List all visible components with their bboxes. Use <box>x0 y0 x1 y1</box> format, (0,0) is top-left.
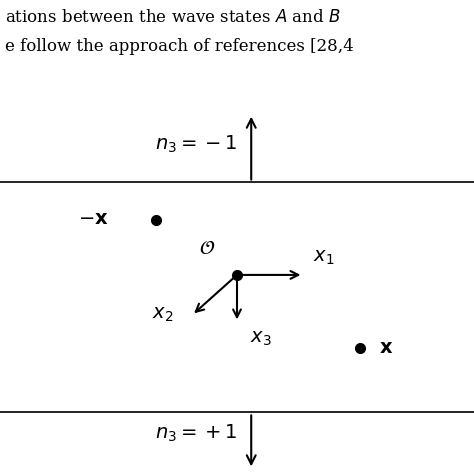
Text: $-\mathbf{x}$: $-\mathbf{x}$ <box>78 210 109 228</box>
Text: $n_3 = -1$: $n_3 = -1$ <box>155 134 237 155</box>
Text: $\mathbf{x}$: $\mathbf{x}$ <box>379 339 393 357</box>
Text: ations between the wave states $A$ and $B$: ations between the wave states $A$ and $… <box>5 9 340 27</box>
Text: $\mathcal{O}$: $\mathcal{O}$ <box>200 239 216 258</box>
Text: e follow the approach of references [28,4: e follow the approach of references [28,… <box>5 38 354 55</box>
Text: $n_3 = +1$: $n_3 = +1$ <box>155 423 237 444</box>
Text: $x_2$: $x_2$ <box>152 306 173 324</box>
Text: $x_3$: $x_3$ <box>250 329 272 348</box>
Text: $x_1$: $x_1$ <box>313 249 334 267</box>
